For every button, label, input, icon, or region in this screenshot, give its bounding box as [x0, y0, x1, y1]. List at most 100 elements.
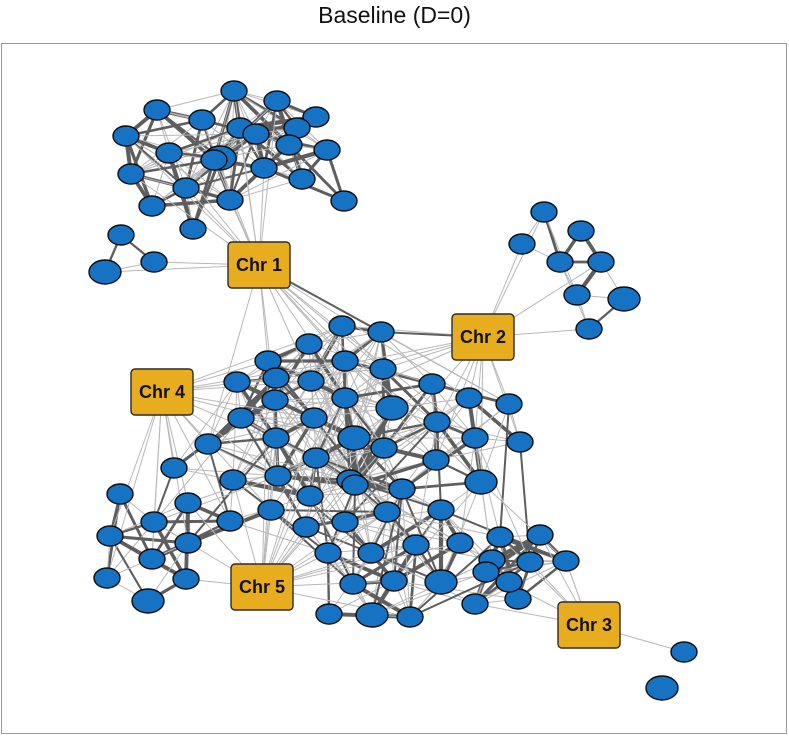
- network-edge: [393, 481, 482, 582]
- network-node: [508, 233, 536, 255]
- hub-box: [230, 563, 294, 611]
- hub-node-h5: Chr 5: [230, 563, 294, 611]
- network-edge: [315, 457, 329, 554]
- network-edge: [440, 560, 567, 583]
- network-edge: [369, 508, 443, 555]
- network-node: [563, 284, 591, 306]
- network-node: [331, 350, 359, 372]
- network-node: [495, 571, 523, 593]
- network-edge: [153, 475, 279, 523]
- network-node: [172, 568, 200, 590]
- network-edge: [415, 421, 438, 546]
- network-edge: [480, 403, 510, 483]
- hub-edge: [109, 391, 163, 537]
- hub-node-h1: Chr 1: [227, 241, 291, 289]
- network-node: [263, 90, 291, 112]
- hub-label: Chr 1: [236, 255, 282, 275]
- network-edge: [499, 403, 510, 538]
- diagram-title: Baseline (D=0): [318, 2, 471, 28]
- network-node: [264, 465, 292, 487]
- network-edge: [125, 135, 231, 201]
- network-node: [530, 201, 558, 223]
- hub-edge: [258, 264, 482, 483]
- network-edge: [315, 360, 346, 459]
- network-node: [367, 321, 395, 343]
- network-node: [375, 395, 409, 421]
- network-edge: [153, 417, 242, 523]
- network-node: [172, 177, 200, 199]
- network-edge: [327, 447, 385, 554]
- network-edge: [232, 417, 315, 481]
- hub-box: [557, 601, 621, 649]
- network-edge: [275, 377, 351, 481]
- network-node: [227, 407, 255, 429]
- network-node: [472, 561, 500, 583]
- network-node: [261, 389, 289, 411]
- hub-edge: [258, 100, 278, 266]
- network-edge: [386, 511, 501, 538]
- network-node: [337, 425, 371, 451]
- hub-edge: [106, 391, 163, 579]
- network-node: [587, 251, 615, 273]
- network-node: [424, 569, 458, 595]
- network-node: [461, 593, 489, 615]
- network-node: [567, 220, 595, 242]
- network-edge: [232, 89, 291, 147]
- network-edge: [129, 158, 216, 176]
- hub-edge: [258, 264, 385, 449]
- network-node: [575, 318, 603, 340]
- network-edge: [275, 437, 346, 523]
- network-node: [427, 499, 455, 521]
- network-edge: [274, 399, 393, 409]
- network-edge: [130, 127, 241, 175]
- network-node: [292, 516, 320, 538]
- node-layer: [88, 80, 698, 701]
- network-node: [117, 163, 145, 185]
- network-edge: [354, 484, 372, 554]
- network-node: [179, 218, 207, 240]
- network-node: [552, 550, 580, 572]
- network-node: [526, 524, 554, 546]
- network-edge: [474, 437, 531, 563]
- network-edge: [262, 99, 279, 170]
- network-node: [495, 393, 523, 415]
- network-edge: [354, 421, 438, 486]
- network-node: [369, 358, 397, 380]
- network-node: [155, 142, 183, 164]
- network-node: [486, 526, 514, 548]
- network-edge: [270, 509, 354, 585]
- network-node: [388, 478, 416, 500]
- network-edge: [480, 481, 567, 562]
- network-node: [328, 315, 356, 337]
- hub-edge: [261, 360, 346, 588]
- network-edge: [440, 481, 482, 583]
- network-edge: [207, 443, 351, 481]
- network-node: [607, 286, 641, 312]
- hub-edge: [207, 264, 260, 445]
- network-node: [464, 469, 498, 495]
- network-edge: [232, 381, 238, 481]
- network-edge: [393, 580, 519, 600]
- network-node: [296, 485, 324, 507]
- hub-box: [227, 241, 291, 289]
- hub-edge: [261, 417, 315, 588]
- network-node: [188, 109, 216, 131]
- network-edge: [519, 441, 531, 563]
- network-edge: [352, 484, 356, 585]
- network-node: [516, 551, 544, 573]
- network-node: [330, 190, 358, 212]
- network-node: [422, 449, 450, 471]
- network-node: [506, 431, 534, 453]
- network-node: [160, 457, 188, 479]
- hub-layer: Chr 1 Chr 2 Chr 3 Chr 4 Chr 5: [130, 241, 621, 649]
- network-edge: [315, 457, 372, 554]
- network-edge: [382, 382, 434, 450]
- network-edge: [459, 437, 476, 544]
- network-node: [331, 387, 359, 409]
- network-node: [138, 548, 166, 570]
- network-edge: [207, 381, 238, 445]
- hub-edge: [261, 437, 355, 588]
- network-node: [140, 251, 168, 273]
- network-node: [446, 532, 474, 554]
